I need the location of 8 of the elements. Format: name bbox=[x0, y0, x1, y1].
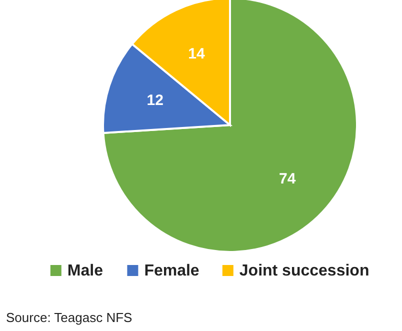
data-label: 14 bbox=[188, 45, 206, 62]
legend-label: Female bbox=[144, 262, 200, 280]
pie-slice bbox=[102, 0, 358, 253]
legend-label: Male bbox=[67, 262, 104, 280]
source-note: Source: Teagasc NFS bbox=[6, 310, 133, 325]
data-label: 74 bbox=[279, 170, 296, 188]
data-label: 12 bbox=[146, 92, 164, 110]
legend-label: Joint succession bbox=[239, 262, 370, 280]
